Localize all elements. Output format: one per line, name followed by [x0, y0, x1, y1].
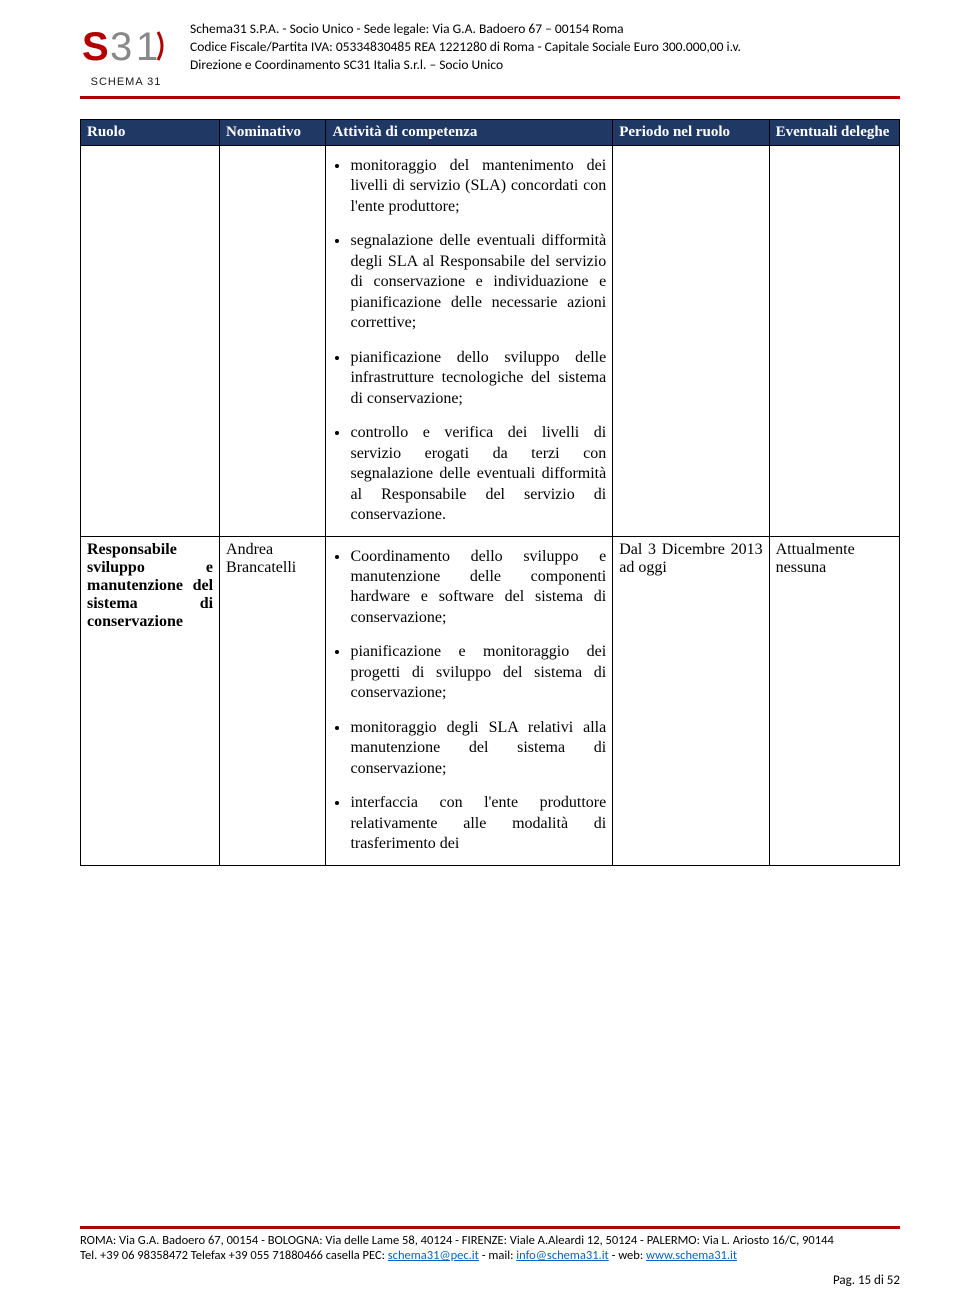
- footer-rule: [80, 1226, 900, 1229]
- table-row: monitoraggio del mantenimento dei livell…: [81, 146, 900, 537]
- page-footer: ROMA: Via G.A. Badoero 67, 00154 - BOLOG…: [80, 1226, 900, 1288]
- footer-line-1: ROMA: Via G.A. Badoero 67, 00154 - BOLOG…: [80, 1233, 900, 1248]
- cell-deleghe-r1: [769, 146, 899, 537]
- list-item: pianificazione dello sviluppo delle infr…: [350, 348, 606, 409]
- list-item: monitoraggio del mantenimento dei livell…: [350, 156, 606, 217]
- list-item: interfaccia con l'ente produttore relati…: [350, 793, 606, 854]
- list-item: pianificazione e monitoraggio dei proget…: [350, 642, 606, 703]
- svg-text:S: S: [82, 25, 109, 69]
- footer-pec-link[interactable]: schema31@pec.it: [388, 1248, 479, 1263]
- th-ruolo: Ruolo: [81, 120, 220, 146]
- cell-deleghe-r2: Attualmente nessuna: [769, 536, 899, 865]
- footer-tel: Tel. +39 06 98358472 Telefax +39 055 718…: [80, 1248, 388, 1263]
- th-nominativo: Nominativo: [220, 120, 326, 146]
- table-header-row: Ruolo Nominativo Attività di competenza …: [81, 120, 900, 146]
- logo-text: SCHEMA 31: [80, 76, 172, 88]
- page-header: S 3 1 SCHEMA 31 Schema31 S.P.A. - Socio …: [80, 20, 900, 88]
- footer-mail-link[interactable]: info@schema31.it: [516, 1248, 609, 1263]
- list-item: controllo e verifica dei livelli di serv…: [350, 423, 606, 525]
- th-attivita: Attività di competenza: [326, 120, 613, 146]
- th-periodo: Periodo nel ruolo: [613, 120, 769, 146]
- svg-text:3: 3: [110, 25, 132, 69]
- header-line-2: Codice Fiscale/Partita IVA: 05334830485 …: [190, 38, 741, 56]
- header-rule: [80, 96, 900, 99]
- page: S 3 1 SCHEMA 31 Schema31 S.P.A. - Socio …: [0, 0, 960, 1308]
- th-deleghe: Eventuali deleghe: [769, 120, 899, 146]
- table-row: Responsabile sviluppo e manutenzione del…: [81, 536, 900, 865]
- company-logo: S 3 1 SCHEMA 31: [80, 20, 172, 88]
- footer-web-label: - web:: [612, 1248, 646, 1263]
- cell-periodo-r2: Dal 3 Dicembre 2013 ad oggi: [613, 536, 769, 865]
- activities-list-r1: monitoraggio del mantenimento dei livell…: [332, 156, 606, 526]
- header-line-3: Direzione e Coordinamento SC31 Italia S.…: [190, 56, 741, 74]
- cell-ruolo-r2: Responsabile sviluppo e manutenzione del…: [81, 536, 220, 865]
- header-text: Schema31 S.P.A. - Socio Unico - Sede leg…: [190, 20, 741, 75]
- header-line-1: Schema31 S.P.A. - Socio Unico - Sede leg…: [190, 20, 741, 38]
- list-item: monitoraggio degli SLA relativi alla man…: [350, 718, 606, 779]
- page-number: Pag. 15 di 52: [80, 1273, 900, 1288]
- cell-nominativo-r2: Andrea Brancatelli: [220, 536, 326, 865]
- list-item: segnalazione delle eventuali difformità …: [350, 231, 606, 333]
- cell-ruolo-r1: [81, 146, 220, 537]
- ruolo-text: Responsabile sviluppo e manutenzione del…: [87, 541, 213, 630]
- roles-table: Ruolo Nominativo Attività di competenza …: [80, 119, 900, 866]
- svg-text:1: 1: [136, 25, 158, 69]
- logo-icon: S 3 1: [80, 20, 172, 76]
- activities-list-r2: Coordinamento dello sviluppo e manutenzi…: [332, 547, 606, 855]
- cell-attivita-r1: monitoraggio del mantenimento dei livell…: [326, 146, 613, 537]
- list-item: Coordinamento dello sviluppo e manutenzi…: [350, 547, 606, 629]
- cell-periodo-r1: [613, 146, 769, 537]
- footer-mail-label: - mail:: [482, 1248, 517, 1263]
- cell-nominativo-r1: [220, 146, 326, 537]
- footer-web-link[interactable]: www.schema31.it: [646, 1248, 737, 1263]
- footer-line-2: Tel. +39 06 98358472 Telefax +39 055 718…: [80, 1248, 900, 1263]
- cell-attivita-r2: Coordinamento dello sviluppo e manutenzi…: [326, 536, 613, 865]
